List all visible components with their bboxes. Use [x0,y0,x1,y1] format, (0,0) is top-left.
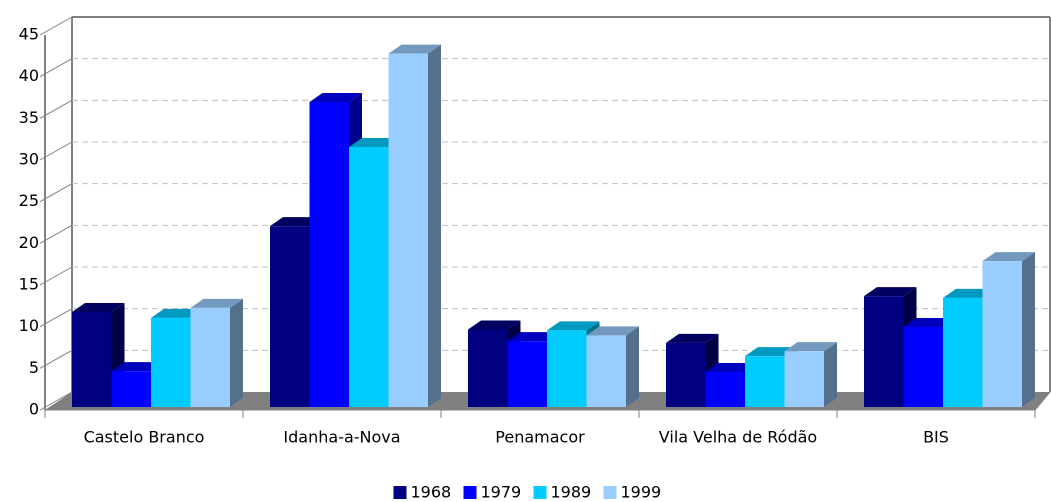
bar-top [784,342,837,352]
bar-front [190,307,230,407]
y-tick-label: 40 [19,66,39,85]
x-tick-label: Castelo Branco [84,428,205,447]
y-tick-label: 10 [19,316,39,335]
bar-side [230,298,243,407]
bar [190,298,243,407]
bar-top [270,217,323,227]
bar-front [72,312,112,407]
bar-top [388,44,441,54]
bar-top [982,252,1035,262]
bar-top [190,298,243,308]
bar-top [903,318,956,327]
legend-label: 1999 [621,483,662,502]
bar [982,252,1035,407]
bar-top [151,308,204,318]
y-tick [39,349,73,369]
bar-front [903,327,943,407]
bar-top [468,320,521,330]
legend-swatch [393,486,407,499]
bar-front [349,147,389,407]
legend-swatch [533,486,547,499]
bar-front [111,371,151,407]
legend-label: 1968 [411,483,452,502]
y-tick-label: 25 [19,191,39,210]
bar-top [586,326,639,336]
y-tick-label: 45 [19,25,39,44]
bar-top [72,303,125,312]
bar-front [666,342,706,407]
legend-swatch [603,486,617,499]
y-tick [39,16,73,36]
x-tick-label: BIS [923,428,949,447]
bar [586,326,639,407]
bar-top [745,347,798,357]
bar-front [547,330,587,407]
bar-front [864,296,904,407]
bar-front [943,297,983,407]
bar-side [824,342,837,407]
y-tick-label: 0 [29,400,39,419]
bar-side [428,44,441,408]
y-tick [39,391,73,411]
y-tick-label: 15 [19,275,39,294]
y-tick [39,141,73,161]
x-tick-label: Penamacor [495,428,585,447]
x-tick-label: Vila Velha de Ródão [659,428,817,447]
bar-front [151,317,191,407]
y-tick [39,99,73,119]
bar [388,44,441,408]
bar-front [784,351,824,407]
bar-top [547,321,600,331]
bar-top [349,138,402,147]
bar-front [507,341,547,407]
legend-swatch [463,486,477,499]
bar-top [864,287,917,297]
y-tick-label: 30 [19,150,39,169]
y-tick-label: 35 [19,108,39,127]
y-tick [39,308,73,328]
bar-front [270,226,310,407]
legend-label: 1979 [481,483,522,502]
bar-side [626,326,639,407]
bar-top [309,93,362,102]
bar-side [1022,252,1035,407]
x-tick-label: Idanha-a-Nova [283,428,400,447]
y-tick [39,224,73,244]
bar-top [111,362,164,372]
bar-front [586,335,626,407]
bar [784,342,837,407]
bar-front [705,372,745,407]
bar-top [507,332,560,342]
x-axis-end [1034,391,1051,411]
y-tick [39,58,73,78]
bar-front [388,53,428,408]
bar-top [705,363,758,372]
y-tick [39,266,73,286]
y-tick-label: 5 [29,358,39,377]
legend-label: 1989 [551,483,592,502]
y-tick-label: 20 [19,233,39,252]
y-tick [39,183,73,203]
bar-front [745,356,785,407]
bar-top [666,333,719,343]
bar-front [468,329,508,407]
bar-top [943,288,996,298]
bar-front [982,261,1022,407]
bar-front [309,102,349,407]
